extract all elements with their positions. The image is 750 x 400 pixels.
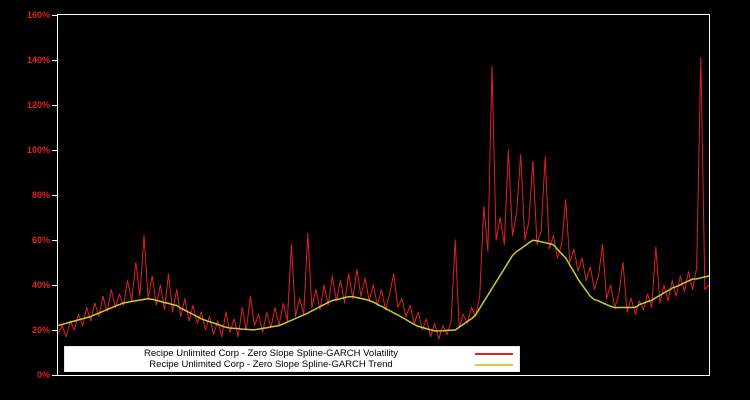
- y-axis-tick-mark: [52, 59, 57, 61]
- y-axis-tick-mark: [52, 284, 57, 286]
- trend-line: [58, 239, 709, 332]
- legend-label-volatility: Recipe Unlimited Corp - Zero Slope Splin…: [144, 348, 398, 359]
- y-axis-tick-label: 60%: [31, 235, 50, 245]
- y-axis-tick-mark: [52, 194, 57, 196]
- volatility-line-sample-icon: [475, 352, 513, 355]
- volatility-line: [58, 57, 709, 340]
- y-axis-tick-label: 80%: [31, 190, 50, 200]
- y-axis-tick-label: 40%: [31, 280, 50, 290]
- plot-area: [57, 14, 710, 376]
- legend-row-volatility: Recipe Unlimited Corp - Zero Slope Splin…: [71, 348, 513, 359]
- y-axis-tick-label: 20%: [31, 325, 50, 335]
- y-axis-tick-mark: [52, 149, 57, 151]
- trend-line-sample-icon: [475, 363, 513, 366]
- y-axis-tick-label: 160%: [26, 10, 50, 20]
- y-axis-tick-label: 100%: [26, 145, 50, 155]
- y-axis-tick-label: 0%: [36, 370, 50, 380]
- y-axis-tick-mark: [52, 14, 57, 16]
- y-axis-tick-mark: [52, 329, 57, 331]
- y-axis-tick-label: 120%: [26, 100, 50, 110]
- y-axis-tick-mark: [52, 239, 57, 241]
- y-axis-tick-mark: [52, 374, 57, 376]
- legend: Recipe Unlimited Corp - Zero Slope Splin…: [64, 346, 520, 372]
- plot-canvas: [58, 57, 709, 340]
- legend-row-trend: Recipe Unlimited Corp - Zero Slope Splin…: [71, 359, 513, 370]
- y-axis-tick-label: 140%: [26, 55, 50, 65]
- legend-label-trend: Recipe Unlimited Corp - Zero Slope Splin…: [149, 359, 393, 370]
- y-axis-tick-mark: [52, 104, 57, 106]
